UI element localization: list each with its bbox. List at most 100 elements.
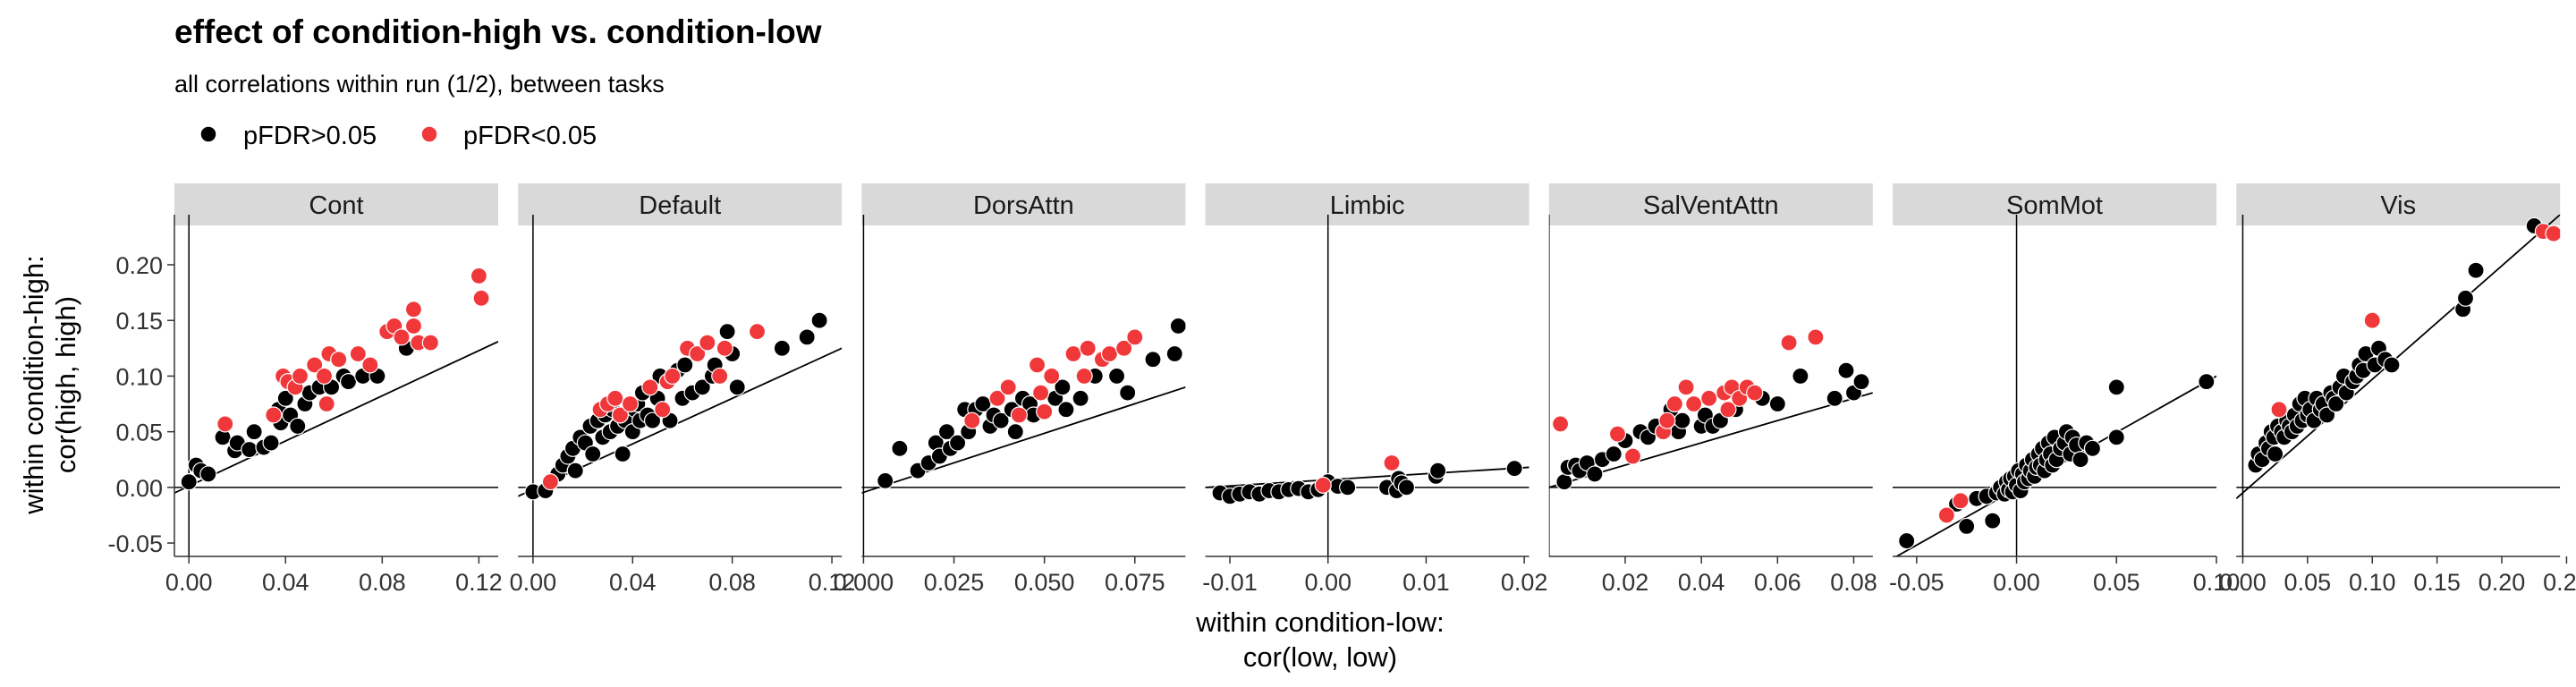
point-significant	[1746, 384, 1764, 402]
point-significant	[711, 367, 729, 386]
point-significant	[1383, 454, 1401, 472]
point-significant	[1685, 394, 1703, 413]
point-significant	[606, 389, 624, 407]
point-significant	[291, 367, 309, 386]
point-not-significant	[199, 465, 217, 483]
point-significant	[699, 334, 716, 352]
point-significant	[404, 317, 423, 335]
x-tick-label: 0.08	[359, 569, 406, 596]
point-not-significant	[728, 378, 746, 396]
point-significant	[1700, 389, 1718, 407]
point-significant	[1665, 394, 1683, 413]
x-tick-label: 0.15	[2413, 569, 2461, 596]
panel-plot-area	[1548, 215, 1873, 556]
point-significant	[654, 401, 672, 419]
point-not-significant	[1984, 512, 2002, 530]
point-not-significant	[937, 423, 956, 441]
fit-line	[1548, 392, 1873, 488]
point-significant	[621, 394, 640, 413]
point-not-significant	[1072, 389, 1089, 407]
x-tick-label: 0.08	[708, 569, 756, 596]
facet-panel-cont: Cont 0.00 0.04 0.08 0.12	[165, 183, 503, 596]
point-significant	[315, 367, 334, 386]
x-tick-label: 0.20	[2479, 569, 2526, 596]
x-tick-label: 0.050	[1014, 569, 1075, 596]
point-not-significant	[1006, 423, 1024, 441]
point-not-significant	[245, 423, 263, 441]
point-significant	[404, 301, 423, 318]
y-tick-label: 0.15	[115, 308, 163, 335]
point-not-significant	[1555, 473, 1573, 491]
x-tick-label: 0.00	[2219, 569, 2267, 596]
x-tick-label: 0.25	[2543, 569, 2576, 596]
point-not-significant	[1165, 344, 1183, 363]
point-significant	[1807, 328, 1825, 346]
y-tick-label: 0.10	[115, 363, 163, 390]
x-tick-label: 0.02	[1501, 569, 1548, 596]
point-significant	[664, 367, 682, 386]
point-not-significant	[798, 328, 816, 346]
point-significant	[1623, 447, 1642, 465]
y-axis-title-line1: within condition-high:	[18, 255, 49, 515]
point-not-significant	[2456, 289, 2475, 307]
facet-strip	[2236, 183, 2561, 225]
x-tick-label: 0.12	[809, 569, 856, 596]
x-tick-label: 0.025	[924, 569, 985, 596]
panel-plot-area	[861, 215, 1186, 556]
point-not-significant	[1674, 411, 1691, 429]
point-not-significant	[584, 445, 602, 463]
legend-label-significant: pFDR<0.05	[463, 122, 597, 150]
point-significant	[421, 334, 439, 352]
point-significant	[1043, 367, 1061, 386]
point-significant	[748, 323, 767, 341]
point-significant	[1079, 339, 1097, 357]
point-significant	[716, 339, 733, 357]
point-significant	[1952, 492, 1970, 510]
point-not-significant	[241, 440, 258, 459]
x-axis-title: within condition-low: cor(low, low)	[1195, 606, 1444, 673]
point-significant	[689, 344, 707, 363]
y-axis: -0.05 0.00 0.05 0.10 0.15 0.20	[107, 252, 174, 557]
x-tick-label: 0.10	[2193, 569, 2241, 596]
point-significant	[306, 356, 324, 374]
point-significant	[1010, 406, 1028, 424]
point-significant	[1036, 403, 1054, 420]
facet-panel-sommot: SomMot -0.05 0.00 0.05 0.10	[1889, 183, 2240, 596]
x-tick-label: 0.01	[1402, 569, 1450, 596]
x-tick-label: 0.00	[1304, 569, 1352, 596]
chart-subtitle: all correlations within run (1/2), betwe…	[174, 71, 665, 98]
point-not-significant	[2318, 406, 2336, 424]
point-not-significant	[339, 373, 358, 391]
point-not-significant	[262, 434, 280, 452]
point-not-significant	[1826, 389, 1843, 407]
y-axis-title: within condition-high: cor(high, high)	[18, 255, 81, 515]
point-not-significant	[1898, 531, 1916, 550]
x-tick-label: 0.04	[1678, 569, 1725, 596]
point-significant	[1028, 356, 1046, 374]
point-significant	[1780, 334, 1798, 352]
x-tick-label: 0.08	[1830, 569, 1877, 596]
facet-strip-label: SomMot	[2006, 191, 2103, 220]
facet-strip-label: Vis	[2380, 191, 2416, 220]
x-tick-label: 0.04	[262, 569, 309, 596]
x-tick-label: 0.00	[165, 569, 213, 596]
facet-strip-label: SalVentAttn	[1643, 191, 1779, 220]
facet-panel-limbic: Limbic -0.01 0.00 0.01 0.02	[1202, 183, 1547, 596]
point-significant	[1032, 384, 1050, 402]
x-tick-label: -0.01	[1202, 569, 1258, 596]
facet-panel-dorsattn: DorsAttn 0.000 0.025 0.050 0.075	[834, 183, 1186, 596]
point-significant	[641, 378, 659, 396]
point-not-significant	[1505, 460, 1523, 478]
point-significant	[1608, 425, 1627, 443]
y-tick-label: 0.00	[115, 475, 163, 502]
x-tick-label: 0.05	[2093, 569, 2140, 596]
point-not-significant	[1144, 351, 1162, 369]
point-not-significant	[566, 462, 584, 479]
point-not-significant	[2383, 356, 2401, 374]
point-significant	[999, 378, 1017, 396]
point-significant	[2363, 311, 2381, 329]
panel-plot-area	[174, 215, 498, 556]
point-not-significant	[2072, 451, 2089, 469]
point-significant	[361, 356, 379, 374]
